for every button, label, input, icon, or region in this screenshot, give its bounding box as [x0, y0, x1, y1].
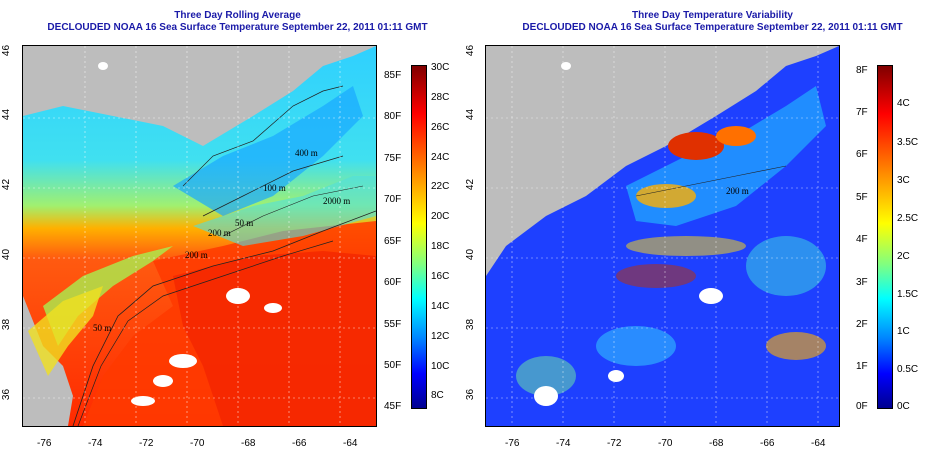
isobath-label: 200 m	[208, 228, 231, 238]
colorbar-c-label: 10C	[431, 361, 450, 372]
sst-variability-map: 200 m	[485, 45, 840, 427]
colorbar-c-label: 16C	[431, 271, 450, 282]
lat-tick: 40	[465, 248, 477, 261]
lon-tick: -68	[241, 438, 256, 449]
variability-colorbar	[877, 65, 893, 409]
colorbar-c-label: 18C	[431, 241, 450, 252]
right-map-panel: Three Day Temperature Variability DECLOU…	[465, 0, 950, 475]
colorbar-f-label: 85F	[384, 70, 402, 81]
isobath-label: 2000 m	[323, 196, 350, 206]
lat-tick: 38	[465, 318, 477, 331]
isobath-contour	[72, 210, 376, 426]
colorbar-f-label: 60F	[384, 277, 402, 288]
colorbar-c-label: 3C	[897, 175, 910, 186]
colorbar-c-label: 26C	[431, 122, 450, 133]
colorbar-c-label: 20C	[431, 211, 450, 222]
lon-tick: -72	[139, 438, 154, 449]
colorbar-c-label: 0C	[897, 401, 910, 412]
colorbar-f-label: 75F	[384, 153, 402, 164]
isobath-label: 200 m	[726, 186, 749, 196]
colorbar-c-label: 12C	[431, 331, 450, 342]
colorbar-c-label: 3.5C	[897, 137, 919, 148]
lon-tick: -66	[292, 438, 307, 449]
isobath-label: 200 m	[185, 250, 208, 260]
temperature-colorbar	[411, 65, 427, 409]
isobath-label: 50 m	[93, 323, 111, 333]
sst-average-map: 200 m 2000 m 100 m 400 m 50 m 200 m 50 m	[22, 45, 377, 427]
colorbar-f-label: 7F	[856, 107, 868, 118]
colorbar-c-label: 4C	[897, 98, 910, 109]
lat-tick: 42	[1, 178, 13, 191]
colorbar-c-label: 24C	[431, 152, 450, 163]
colorbar-f-label: 50F	[384, 360, 402, 371]
lat-tick: 36	[1, 388, 13, 401]
lat-tick: 44	[465, 108, 477, 121]
left-title-line2: DECLOUDED NOAA 16 Sea Surface Temperatur…	[47, 22, 428, 33]
colorbar-f-label: 65F	[384, 236, 402, 247]
lat-tick: 44	[1, 108, 13, 121]
isobath-label: 100 m	[263, 183, 286, 193]
colorbar-f-label: 2F	[856, 319, 868, 330]
lon-tick: -64	[811, 438, 826, 449]
colorbar-c-label: 28C	[431, 92, 450, 103]
colorbar-f-label: 3F	[856, 277, 868, 288]
colorbar-f-label: 4F	[856, 234, 868, 245]
lon-tick: -74	[556, 438, 571, 449]
colorbar-c-label: 2C	[897, 251, 910, 262]
isobath-contour	[635, 165, 787, 197]
colorbar-f-label: 6F	[856, 149, 868, 160]
lon-tick: -76	[505, 438, 520, 449]
colorbar-c-label: 2.5C	[897, 213, 919, 224]
lon-tick: -64	[343, 438, 358, 449]
lon-tick: -72	[607, 438, 622, 449]
colorbar-f-label: 80F	[384, 111, 402, 122]
isobath-label: 400 m	[295, 148, 318, 158]
colorbar-f-label: 8F	[856, 65, 868, 76]
left-map-panel: Three Day Rolling Average DECLOUDED NOAA…	[1, 10, 450, 449]
lat-tick: 46	[1, 44, 13, 57]
left-title-line1: Three Day Rolling Average	[174, 10, 301, 21]
colorbar-f-label: 45F	[384, 401, 402, 412]
colorbar-c-label: 22C	[431, 181, 450, 192]
colorbar-c-label: 1.5C	[897, 289, 919, 300]
colorbar-f-label: 5F	[856, 192, 868, 203]
right-title-line1: Three Day Temperature Variability	[632, 10, 793, 21]
colorbar-f-label: 0F	[856, 401, 868, 412]
lon-tick: -74	[88, 438, 103, 449]
lon-tick: -66	[760, 438, 775, 449]
colorbar-c-label: 14C	[431, 301, 450, 312]
colorbar-f-label: 1F	[856, 361, 868, 372]
lon-tick: -68	[709, 438, 724, 449]
colorbar-c-label: 0.5C	[897, 364, 919, 375]
lon-tick: -76	[37, 438, 52, 449]
right-title-line2: DECLOUDED NOAA 16 Sea Surface Temperatur…	[522, 22, 903, 33]
isobath-label: 50 m	[235, 218, 253, 228]
lon-tick: -70	[658, 438, 673, 449]
colorbar-c-label: 30C	[431, 62, 450, 73]
lat-tick: 36	[465, 388, 477, 401]
lat-tick: 38	[1, 318, 13, 331]
lat-tick: 46	[465, 44, 477, 57]
lat-tick: 40	[1, 248, 13, 261]
colorbar-f-label: 55F	[384, 319, 402, 330]
colorbar-f-label: 70F	[384, 194, 402, 205]
lat-tick: 42	[465, 178, 477, 191]
colorbar-c-label: 8C	[431, 390, 444, 401]
colorbar-c-label: 1C	[897, 326, 910, 337]
lon-tick: -70	[190, 438, 205, 449]
